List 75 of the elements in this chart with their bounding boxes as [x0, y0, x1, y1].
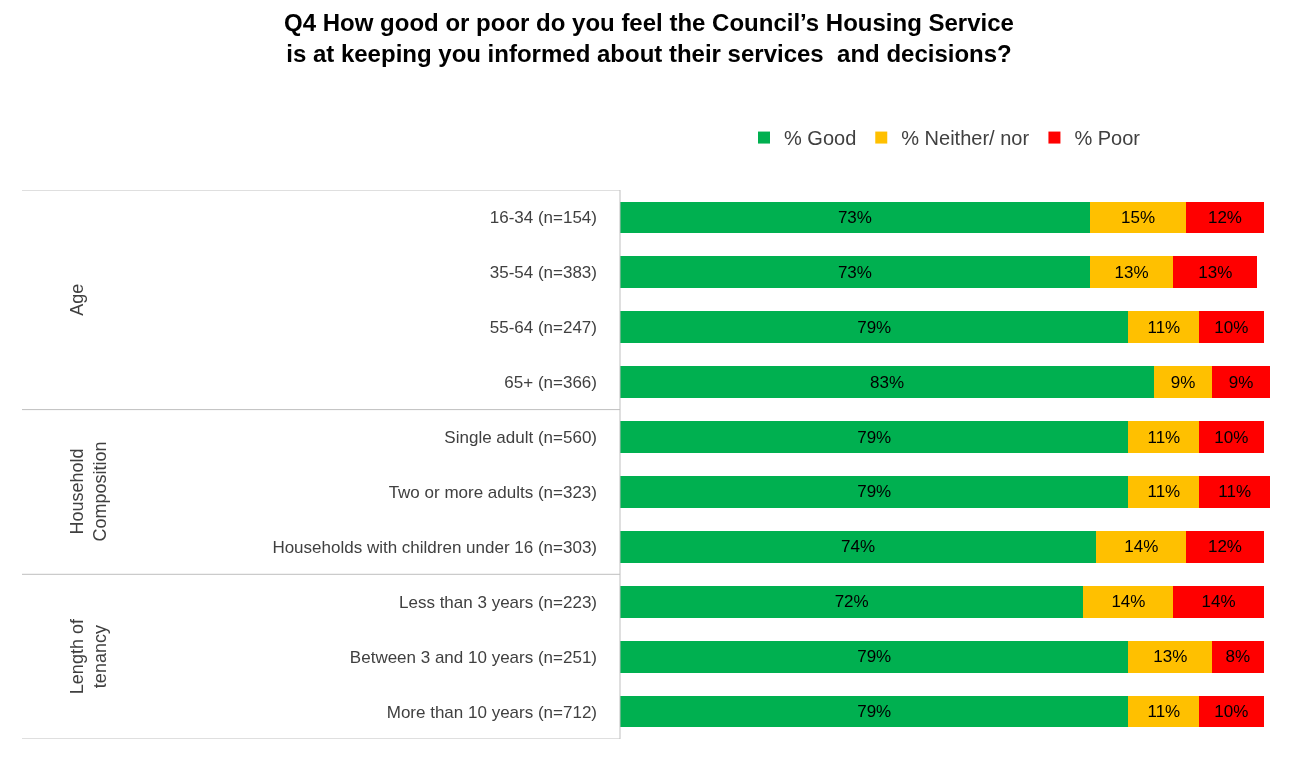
bar [620, 695, 1129, 728]
bar [1128, 640, 1213, 673]
bar [1083, 585, 1174, 618]
bar [620, 201, 1090, 234]
data-label: 73% [837, 207, 872, 227]
bar [1199, 476, 1270, 508]
bar [620, 256, 1090, 289]
data-label: 9% [1170, 372, 1196, 392]
legend-label: % Neither/ nor [901, 127, 1030, 150]
data-label: 11% [1218, 482, 1251, 502]
bar [1173, 256, 1258, 289]
data-label: 10% [1214, 702, 1249, 722]
bar [1154, 366, 1213, 399]
data-label: 74% [841, 537, 876, 557]
data-label: 9% [1228, 372, 1254, 392]
data-label: 8% [1225, 647, 1251, 667]
bar [1128, 421, 1200, 453]
data-label: 72% [834, 592, 869, 612]
data-label: 79% [857, 482, 892, 502]
bar [1096, 530, 1187, 563]
y-tick-label: 16-34 (n=154) [489, 208, 597, 228]
bar [620, 640, 1129, 673]
data-label: 12% [1207, 537, 1242, 557]
bar [620, 366, 1155, 399]
y-tick-label: Less than 3 years (n=223) [399, 592, 597, 612]
data-label: 11% [1147, 702, 1181, 722]
bar [1128, 476, 1200, 508]
y-tick-label: Two or more adults (n=323) [388, 482, 597, 502]
text: Age [67, 283, 88, 316]
bar [1199, 311, 1264, 344]
data-label: 79% [857, 427, 892, 447]
bar [1212, 640, 1264, 673]
data-label: 10% [1214, 427, 1249, 447]
data-label: 11% [1147, 482, 1181, 502]
chart-title: Q4 How good or poor do you feel the Council’s Housing Service is at keeping you informed about their services and decisions? [284, 8, 1014, 67]
data-label: 13% [1114, 262, 1149, 282]
bar [620, 311, 1129, 344]
y-tick-label: 35-54 (n=383) [489, 263, 597, 283]
text: Length of tenancy [66, 618, 111, 695]
y-tick-label: Single adult (n=560) [444, 428, 597, 447]
y-tick-label: Between 3 and 10 years (n=251) [349, 647, 597, 667]
bar [1173, 585, 1264, 618]
data-label: 11% [1147, 317, 1181, 337]
bar [1186, 530, 1264, 563]
y-tick-label: 55-64 (n=247) [489, 318, 597, 338]
data-label: 13% [1198, 262, 1233, 282]
bar [620, 421, 1129, 453]
y-tick-label: More than 10 years (n=712) [386, 702, 597, 722]
data-label: 79% [857, 702, 892, 722]
bar [1212, 366, 1270, 399]
bar [1089, 256, 1174, 289]
y-tick-label: 65+ (n=366) [504, 373, 597, 393]
bar [1128, 311, 1200, 344]
data-label: 12% [1207, 207, 1242, 227]
data-label: 79% [857, 317, 892, 337]
bar [620, 476, 1129, 508]
data-label: 79% [857, 647, 892, 667]
bar [1089, 201, 1187, 234]
data-label: 73% [837, 262, 872, 282]
data-label: 15% [1121, 207, 1156, 227]
bar [620, 530, 1097, 563]
data-label: 83% [870, 372, 905, 392]
data-label: 11% [1147, 427, 1181, 447]
legend-label: % Good [784, 127, 857, 150]
y-tick-label: Households with children under 16 (n=303) [272, 537, 597, 557]
data-label: 14% [1201, 592, 1236, 612]
bar [620, 585, 1084, 618]
data-label: 10% [1214, 317, 1249, 337]
bar [1186, 201, 1264, 234]
data-label: 14% [1111, 592, 1146, 612]
data-label: 14% [1124, 537, 1159, 557]
data-label: 13% [1153, 647, 1188, 667]
bar [1199, 421, 1264, 453]
text: Household Composition [66, 441, 110, 542]
legend-label: % Poor [1074, 127, 1141, 150]
